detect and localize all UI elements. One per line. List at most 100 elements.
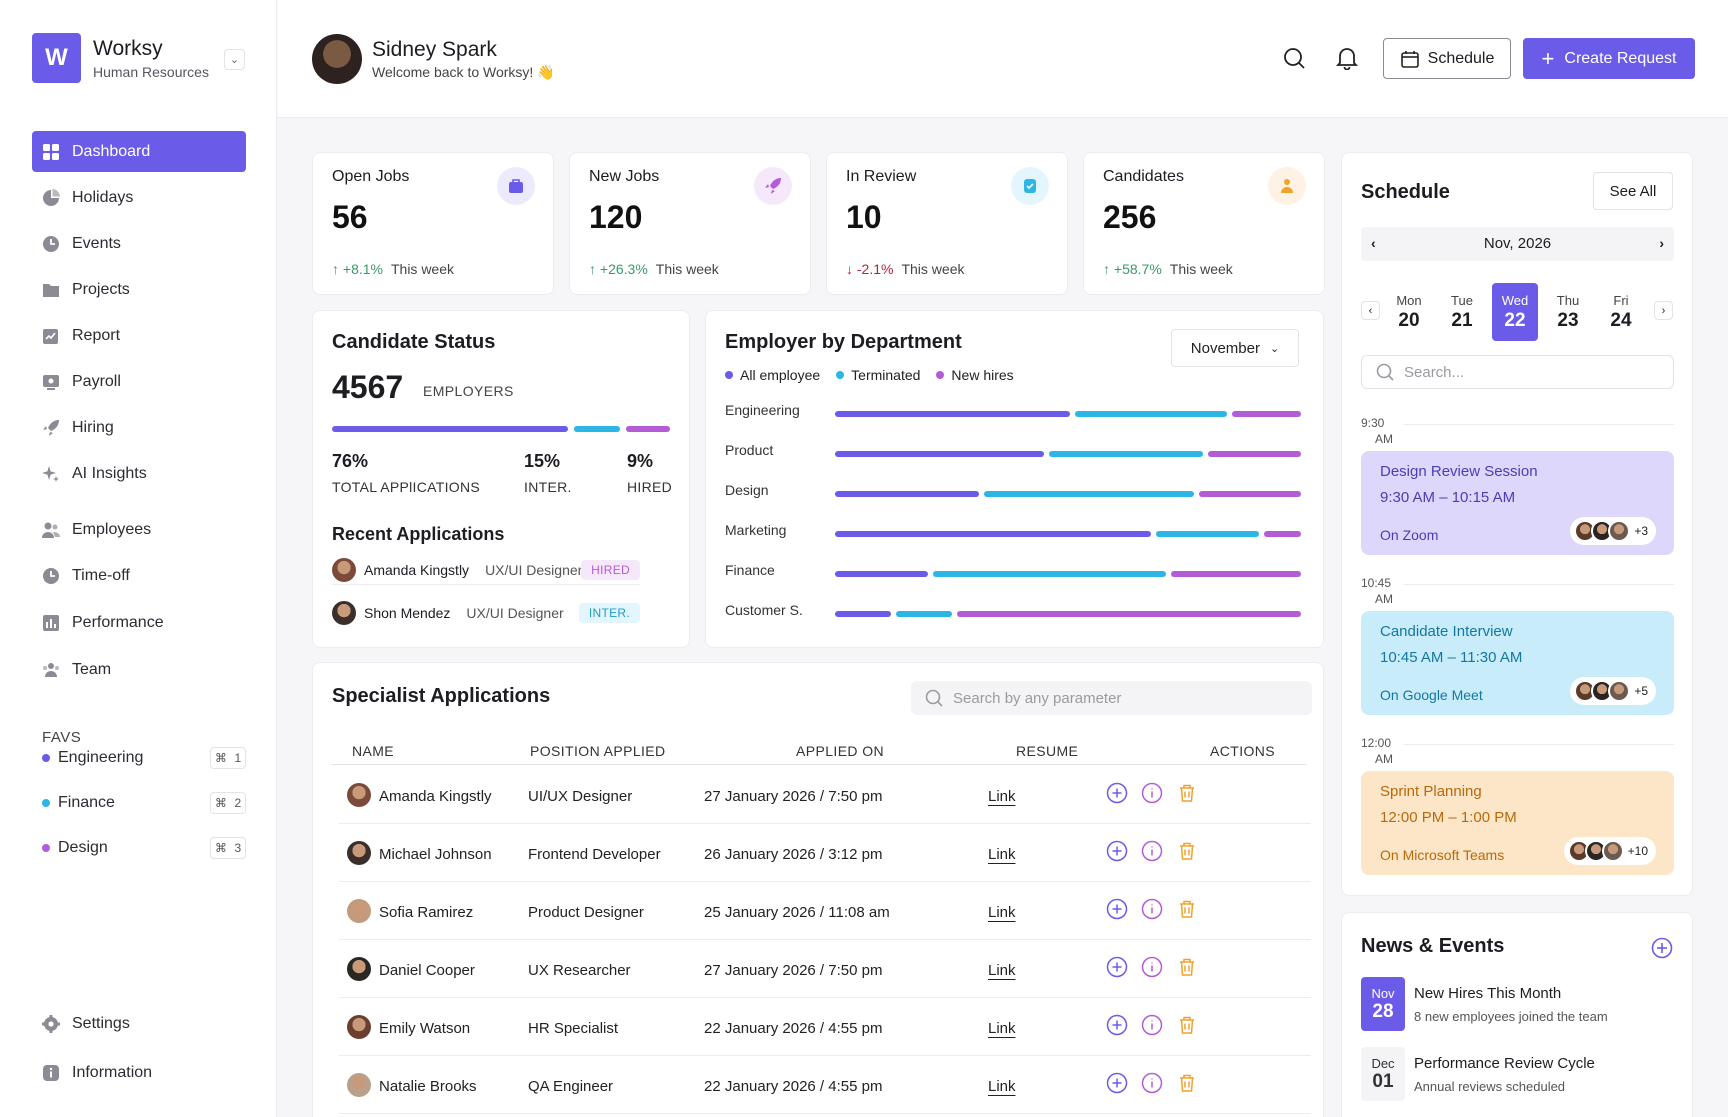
bar-all-employee[interactable]	[835, 531, 1152, 537]
resume-link[interactable]: Link	[988, 1078, 1016, 1095]
bar-new-hires[interactable]	[1231, 411, 1301, 417]
add-circle-icon[interactable]	[1106, 1014, 1128, 1036]
sidebar-item-hiring[interactable]: Hiring	[32, 407, 246, 448]
table-row[interactable]: Sofia Ramirez Product Designer 25 January …	[339, 882, 1311, 940]
see-all-button[interactable]: See All	[1593, 172, 1673, 210]
day-fri[interactable]: Fri 24	[1598, 283, 1644, 341]
info-circle-icon[interactable]	[1141, 840, 1163, 862]
bar-terminated[interactable]	[1156, 531, 1259, 537]
day-mon[interactable]: Mon 20	[1386, 283, 1432, 341]
chevron-left-icon[interactable]: ‹	[1371, 235, 1376, 251]
info-circle-icon[interactable]	[1141, 1072, 1163, 1094]
attendee-avatars[interactable]: +3	[1570, 517, 1656, 545]
info-circle-icon[interactable]	[1141, 782, 1163, 804]
create-request-button[interactable]: + Create Request	[1523, 38, 1695, 79]
trash-icon[interactable]	[1176, 898, 1198, 920]
bar-terminated[interactable]	[895, 611, 952, 617]
schedule-button[interactable]: Schedule	[1383, 38, 1511, 79]
sidebar-item-employees[interactable]: Employees	[32, 509, 246, 550]
fav-item-engineering[interactable]: Engineering ⌘ 1	[42, 745, 246, 771]
bar-all-employee[interactable]	[835, 611, 891, 617]
column-header-name[interactable]: NAME	[352, 743, 395, 759]
stat-card-in-review[interactable]: In Review 10 ↓ -2.1% This week	[826, 152, 1068, 295]
schedule-event[interactable]: Design Review Session 9:30 AM – 10:15 AM O…	[1361, 451, 1674, 555]
sidebar-item-team[interactable]: Team	[32, 649, 246, 690]
chevron-right-icon[interactable]: ›	[1659, 235, 1664, 251]
resume-link[interactable]: Link	[988, 962, 1016, 979]
sidebar-item-information[interactable]: Information	[32, 1052, 246, 1093]
trash-icon[interactable]	[1176, 956, 1198, 978]
table-row[interactable]: Natalie Brooks QA Engineer 22 January 2026…	[339, 1056, 1311, 1114]
bar-new-hires[interactable]	[1198, 491, 1301, 497]
schedule-event[interactable]: Candidate Interview 10:45 AM – 11:30 AM On…	[1361, 611, 1674, 715]
sidebar-item-projects[interactable]: Projects	[32, 269, 246, 310]
bar-new-hires[interactable]	[1207, 451, 1301, 457]
column-header-applied-on[interactable]: APPLIED ON	[796, 743, 885, 759]
fav-item-design[interactable]: Design ⌘ 3	[42, 835, 246, 861]
news-title[interactable]: New Hires This Month	[1414, 985, 1562, 1002]
trash-icon[interactable]	[1176, 1014, 1198, 1036]
recent-application-row[interactable]: Amanda Kingstly UX/UI Designer HIRED	[332, 555, 640, 585]
next-week-chevron-icon[interactable]: ›	[1654, 301, 1673, 320]
bar-new-hires[interactable]	[1263, 531, 1301, 537]
stat-card-new-jobs[interactable]: New Jobs 120 ↑ +26.3% This week	[569, 152, 811, 295]
trash-icon[interactable]	[1176, 1072, 1198, 1094]
trash-icon[interactable]	[1176, 782, 1198, 804]
info-circle-icon[interactable]	[1141, 898, 1163, 920]
table-row[interactable]: Emily Watson HR Specialist 22 January 2026…	[339, 998, 1311, 1056]
stat-card-open-jobs[interactable]: Open Jobs 56 ↑ +8.1% This week	[312, 152, 554, 295]
add-circle-icon[interactable]	[1651, 937, 1673, 964]
sidebar-item-holidays[interactable]: Holidays	[32, 177, 246, 218]
day-thu[interactable]: Thu 23	[1545, 283, 1591, 341]
bar-all-employee[interactable]	[835, 571, 929, 577]
resume-link[interactable]: Link	[988, 1020, 1016, 1037]
sidebar-item-settings[interactable]: Settings	[32, 1003, 246, 1044]
bar-all-employee[interactable]	[835, 451, 1045, 457]
bar-terminated[interactable]	[933, 571, 1166, 577]
brand[interactable]: W Worksy Human Resources	[32, 33, 209, 83]
sidebar-item-time-off[interactable]: Time-off	[32, 555, 246, 596]
bar-new-hires[interactable]	[956, 611, 1301, 617]
attendee-avatars[interactable]: +10	[1563, 837, 1656, 865]
sidebar-item-payroll[interactable]: Payroll	[32, 361, 246, 402]
news-title[interactable]: Performance Review Cycle	[1414, 1055, 1595, 1072]
trash-icon[interactable]	[1176, 840, 1198, 862]
applications-search-input[interactable]: Search by any parameter	[911, 681, 1312, 715]
info-circle-icon[interactable]	[1141, 956, 1163, 978]
stat-card-candidates[interactable]: Candidates 256 ↑ +58.7% This week	[1083, 152, 1325, 295]
add-circle-icon[interactable]	[1106, 898, 1128, 920]
day-wed[interactable]: Wed 22	[1492, 283, 1538, 341]
resume-link[interactable]: Link	[988, 846, 1016, 863]
sidebar-item-ai-insights[interactable]: AI Insights	[32, 453, 246, 494]
schedule-event[interactable]: Sprint Planning 12:00 PM – 1:00 PM On Micr…	[1361, 771, 1674, 875]
recent-application-row[interactable]: Shon Mendez UX/UI Designer INTER.	[332, 598, 640, 628]
sidebar-item-report[interactable]: Report	[32, 315, 246, 356]
month-select[interactable]: November ⌄	[1171, 329, 1299, 367]
attendee-avatars[interactable]: +5	[1570, 677, 1656, 705]
sidebar-item-events[interactable]: Events	[32, 223, 246, 264]
sidebar-item-dashboard[interactable]: Dashboard	[32, 131, 246, 172]
workspace-switcher-chevron-icon[interactable]: ⌄	[224, 49, 245, 70]
day-tue[interactable]: Tue 21	[1439, 283, 1485, 341]
table-row[interactable]: Daniel Cooper UX Researcher 27 January 202…	[339, 940, 1311, 998]
bell-icon[interactable]	[1333, 44, 1361, 72]
bar-new-hires[interactable]	[1170, 571, 1301, 577]
prev-week-chevron-icon[interactable]: ‹	[1361, 301, 1380, 320]
add-circle-icon[interactable]	[1106, 1072, 1128, 1094]
add-circle-icon[interactable]	[1106, 782, 1128, 804]
bar-terminated[interactable]	[1049, 451, 1203, 457]
table-row[interactable]: Michael Johnson Frontend Developer 26 Janu…	[339, 824, 1311, 882]
add-circle-icon[interactable]	[1106, 956, 1128, 978]
fav-item-finance[interactable]: Finance ⌘ 2	[42, 790, 246, 816]
bar-all-employee[interactable]	[835, 491, 980, 497]
resume-link[interactable]: Link	[988, 788, 1016, 805]
table-row[interactable]: Amanda Kingstly UI/UX Designer 27 January …	[339, 766, 1311, 824]
sidebar-item-performance[interactable]: Performance	[32, 602, 246, 643]
column-header-position[interactable]: POSITION APPLIED	[530, 743, 666, 759]
bar-all-employee[interactable]	[835, 411, 1070, 417]
bar-terminated[interactable]	[1074, 411, 1227, 417]
info-circle-icon[interactable]	[1141, 1014, 1163, 1036]
column-header-resume[interactable]: RESUME	[1016, 743, 1079, 759]
user-avatar[interactable]	[312, 34, 362, 84]
bar-terminated[interactable]	[984, 491, 1194, 497]
